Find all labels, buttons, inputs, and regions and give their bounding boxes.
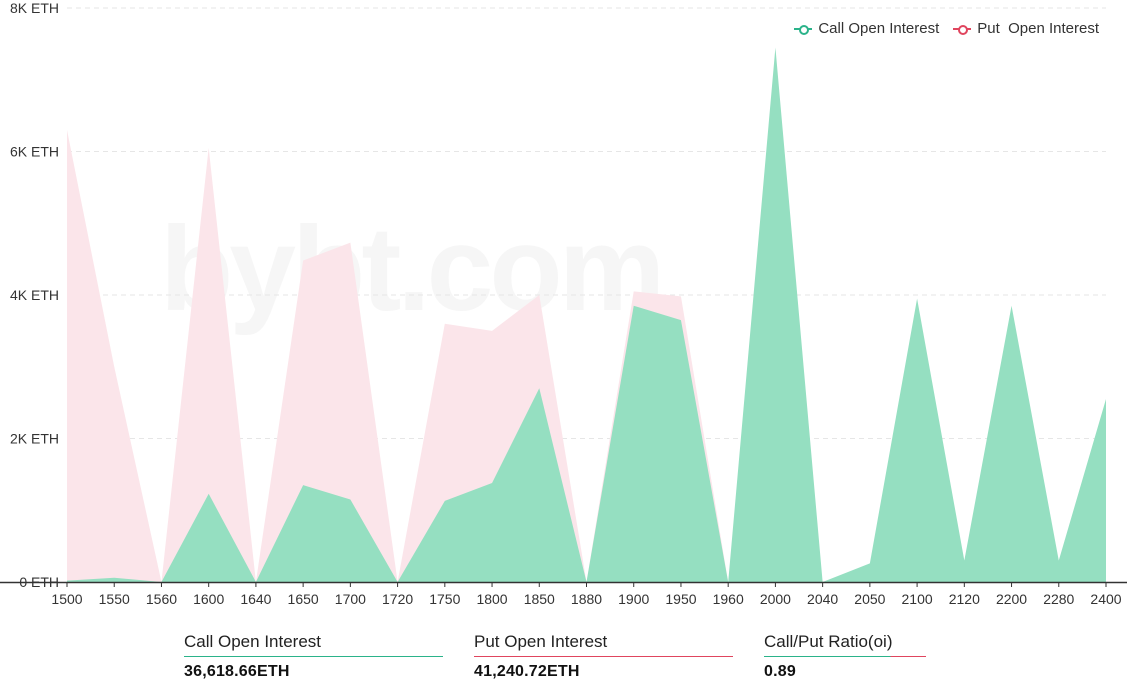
legend-put-label: Put Open Interest (977, 20, 1099, 37)
legend-call-marker-icon (794, 23, 813, 35)
y-tick-label: 0 ETH (19, 574, 59, 590)
chart-legend: Call Open Interest Put Open Interest (794, 20, 1099, 37)
put-series (67, 129, 1106, 582)
stat-put-label: Put Open Interest (474, 632, 608, 651)
x-tick-label: 2100 (902, 591, 933, 607)
x-tick-label: 1960 (713, 591, 744, 607)
legend-item-call[interactable]: Call Open Interest (794, 20, 939, 37)
call-series (67, 47, 1106, 582)
x-tick-label: 1600 (193, 591, 224, 607)
x-tick-label: 1880 (571, 591, 602, 607)
x-tick-label: 1640 (240, 591, 271, 607)
stat-ratio-underline (764, 656, 926, 657)
stat-put-oi: Put Open Interest 41,240.72ETH (474, 632, 733, 681)
y-tick-label: 4K ETH (10, 287, 59, 303)
stat-put-underline (474, 656, 733, 657)
stat-call-value: 36,618.66ETH (184, 663, 290, 680)
x-tick-label: 1550 (99, 591, 130, 607)
x-tick-label: 1800 (476, 591, 507, 607)
call-area (67, 47, 1106, 582)
x-tick-label: 2050 (854, 591, 885, 607)
stat-ratio-value: 0.89 (764, 663, 796, 680)
stat-put-value: 41,240.72ETH (474, 663, 580, 680)
y-tick-label: 6K ETH (10, 144, 59, 160)
stat-call-underline (184, 656, 443, 657)
x-tick-label: 2280 (1043, 591, 1074, 607)
stat-ratio-label: Call/Put Ratio(oi) (764, 632, 893, 651)
y-tick-label: 2K ETH (10, 431, 59, 447)
x-tick-label: 1560 (146, 591, 177, 607)
legend-put-marker-icon (953, 23, 972, 35)
summary-stats: Call Open Interest 36,618.66ETH Put Open… (0, 632, 1127, 683)
x-axis (0, 581, 1127, 587)
legend-call-label: Call Open Interest (818, 20, 940, 37)
y-axis: 0 ETH 2K ETH 4K ETH 6K ETH 8K ETH (10, 0, 59, 590)
stat-ratio: Call/Put Ratio(oi) 0.89 (764, 632, 926, 681)
legend-item-put[interactable]: Put Open Interest (953, 20, 1099, 37)
x-tick-label: 2400 (1090, 591, 1121, 607)
x-tick-label: 1500 (51, 591, 82, 607)
stat-call-oi: Call Open Interest 36,618.66ETH (184, 632, 443, 681)
y-tick-label: 8K ETH (10, 0, 59, 16)
x-tick-label: 1720 (382, 591, 413, 607)
x-tick-label: 1700 (335, 591, 366, 607)
x-tick-label: 2000 (760, 591, 791, 607)
x-tick-label: 2120 (949, 591, 980, 607)
put-area (67, 129, 1106, 582)
x-axis-labels: 1500 1550 1560 1600 1640 1650 1700 1720 1750 1800… (51, 591, 1121, 607)
x-tick-label: 1750 (429, 591, 460, 607)
stat-call-label: Call Open Interest (184, 632, 322, 651)
x-tick-label: 2040 (807, 591, 838, 607)
x-tick-label: 2200 (996, 591, 1027, 607)
x-tick-label: 1650 (288, 591, 319, 607)
x-tick-label: 1950 (665, 591, 696, 607)
x-tick-label: 1850 (524, 591, 555, 607)
x-tick-label: 1900 (618, 591, 649, 607)
